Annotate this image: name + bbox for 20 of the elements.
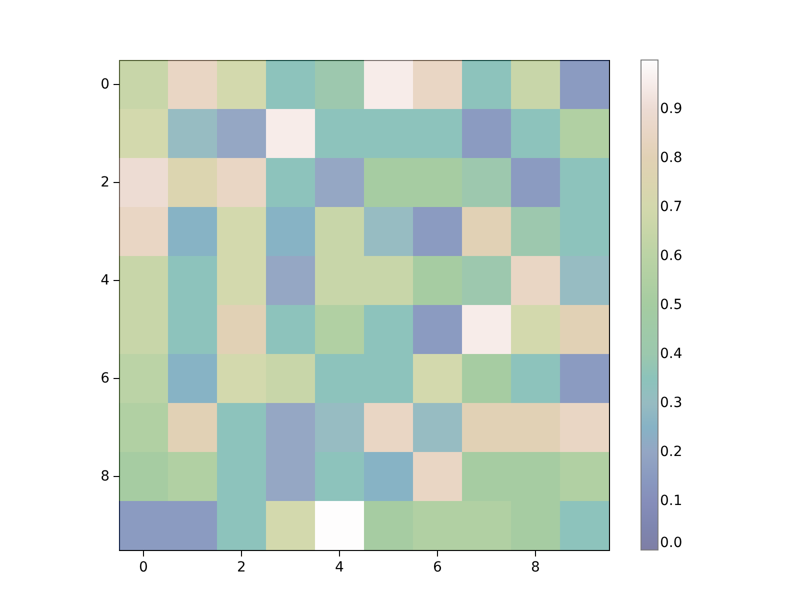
x-tick-label: 4 xyxy=(335,560,344,576)
color-bar-label: 0.3 xyxy=(660,395,682,411)
y-tick-label: 2 xyxy=(100,174,110,190)
color-bar-label: 0.0 xyxy=(660,535,682,551)
y-tick-label: 8 xyxy=(100,468,110,484)
y-tick-label: 0 xyxy=(100,76,110,92)
y-tick-label: 6 xyxy=(100,370,110,386)
x-tick-label: 6 xyxy=(433,560,442,576)
x-tick-label: 2 xyxy=(237,560,246,576)
color-bar-label: 0.2 xyxy=(660,444,682,460)
color-bar-label: 0.6 xyxy=(660,248,682,264)
x-tick-label: 8 xyxy=(531,560,540,576)
color-bar-label: 0.8 xyxy=(660,150,682,166)
x-tick-label: 0 xyxy=(139,560,148,576)
color-bar-label: 0.5 xyxy=(660,297,682,313)
color-bar-label: 0.9 xyxy=(660,101,682,117)
color-bar-label: 0.7 xyxy=(660,199,682,215)
y-tick-label: 4 xyxy=(100,272,110,288)
color-bar-label: 0.1 xyxy=(660,493,682,509)
color-bar-label: 0.4 xyxy=(660,346,682,362)
